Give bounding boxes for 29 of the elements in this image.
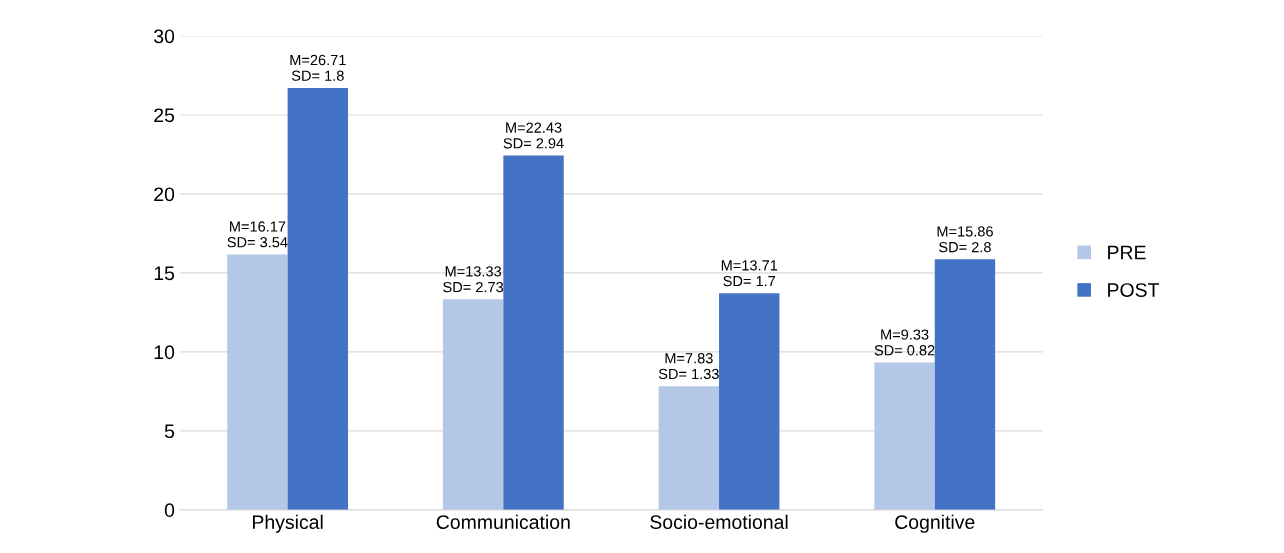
y-tick-label: 20 [154,187,175,202]
bar [503,155,564,510]
bar [442,299,504,510]
y-tick-label: 30 [154,29,175,44]
data-label: M=9.33 SD= 0.82 [874,329,935,356]
x-tick-label: Cognitive [895,514,975,533]
data-label: M=15.86 SD= 2.8 [937,226,993,253]
data-label: M=13.71 SD= 1.7 [721,260,778,287]
bar [658,386,720,510]
y-tick-label: 5 [164,424,175,439]
bar [287,87,349,510]
legend-label: PRE [1108,245,1146,260]
data-label: M=22.43 SD= 2.94 [503,122,564,149]
x-tick-label: Socio-emotional [650,514,788,530]
y-tick-label: 15 [154,266,175,281]
bar [719,293,780,510]
data-label: M=26.71 SD= 1.8 [290,54,346,81]
y-tick-label: 25 [154,108,175,123]
data-label: M=16.17 SD= 3.54 [227,221,288,248]
y-tick-label: 10 [154,345,175,360]
legend-label: POST [1108,283,1160,297]
x-tick-label: Physical [253,514,323,533]
bar [227,254,288,510]
bar [934,259,996,510]
x-tick-label: Communication [436,514,570,530]
data-label: M=7.83 SD= 1.33 [658,353,719,380]
y-tick-label: 0 [164,503,175,518]
data-label: M=13.33 SD= 2.73 [443,266,504,293]
bar [874,362,935,510]
